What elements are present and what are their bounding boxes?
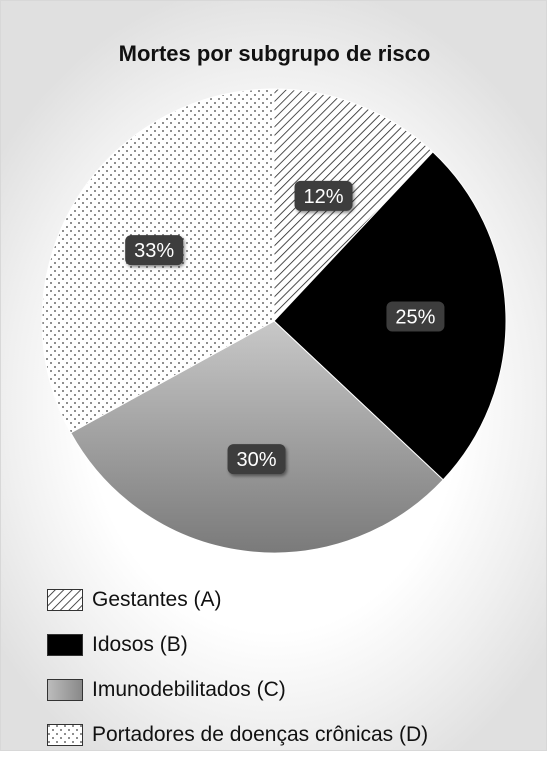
svg-text:33%: 33% [134, 240, 174, 262]
chart-legend: Gestantes (A) Idosos (B) Imunodebilitados … [47, 577, 428, 757]
legend-label-portadores: Portadores de doenças crônicas (D) [92, 722, 429, 746]
data-label-idosos: 25% [386, 301, 445, 332]
legend-swatch-gestantes [47, 588, 83, 611]
svg-text:30%: 30% [237, 449, 277, 471]
data-label-portadores: 33% [125, 235, 184, 266]
pie-slice-imunodebilitados [70, 320, 444, 554]
pie-slice-gestantes [273, 88, 434, 323]
legend-label-idosos: Idosos (B) [92, 632, 188, 656]
legend-swatch-idosos [47, 633, 83, 656]
legend-item-idosos: Idosos (B) [47, 622, 428, 667]
data-label-gestantes: 12% [294, 180, 353, 211]
legend-swatch-imunodebilitados [47, 678, 83, 701]
svg-text:25%: 25% [395, 307, 435, 329]
data-label-imunodebilitados: 30% [227, 444, 286, 475]
legend-item-gestantes: Gestantes (A) [47, 577, 428, 622]
legend-swatch-portadores [47, 723, 83, 746]
legend-label-gestantes: Gestantes (A) [92, 587, 222, 611]
legend-item-imunodebilitados: Imunodebilitados (C) [47, 667, 428, 712]
legend-item-portadores: Portadores de doenças crônicas (D) [47, 712, 428, 757]
legend-label-imunodebilitados: Imunodebilitados (C) [92, 677, 286, 701]
chart-title: Mortes por subgrupo de risco [118, 41, 431, 66]
svg-text:12%: 12% [304, 186, 344, 208]
